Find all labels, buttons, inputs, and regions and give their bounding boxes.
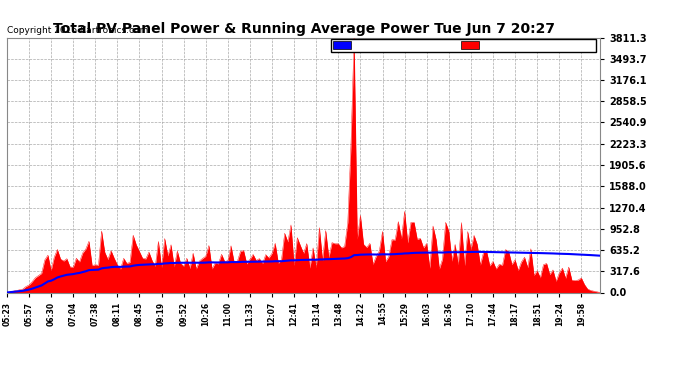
Title: Total PV Panel Power & Running Average Power Tue Jun 7 20:27: Total PV Panel Power & Running Average P…	[52, 22, 555, 36]
Text: Copyright 2016 Cartronics.com: Copyright 2016 Cartronics.com	[7, 26, 148, 35]
Legend: Average  (DC Watts), PV Panels  (DC Watts): Average (DC Watts), PV Panels (DC Watts)	[331, 39, 595, 52]
